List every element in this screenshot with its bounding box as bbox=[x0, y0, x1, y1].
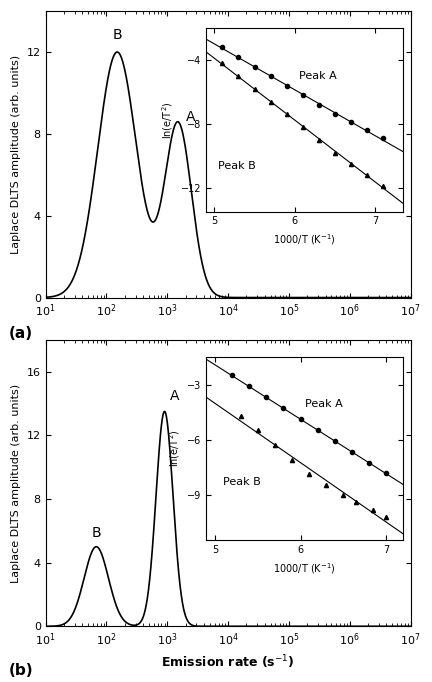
Text: A: A bbox=[170, 389, 179, 404]
Text: B: B bbox=[92, 527, 101, 540]
Text: (a): (a) bbox=[9, 325, 33, 340]
Text: A: A bbox=[186, 110, 195, 123]
Text: (b): (b) bbox=[9, 663, 33, 678]
Y-axis label: Laplace DLTS amplitude (arb. units): Laplace DLTS amplitude (arb. units) bbox=[11, 55, 21, 254]
X-axis label: Emission rate (s$^{-1}$): Emission rate (s$^{-1}$) bbox=[162, 653, 295, 671]
Y-axis label: Laplace DLTS amplitude (arb. units): Laplace DLTS amplitude (arb. units) bbox=[11, 383, 21, 582]
Text: B: B bbox=[112, 28, 122, 42]
